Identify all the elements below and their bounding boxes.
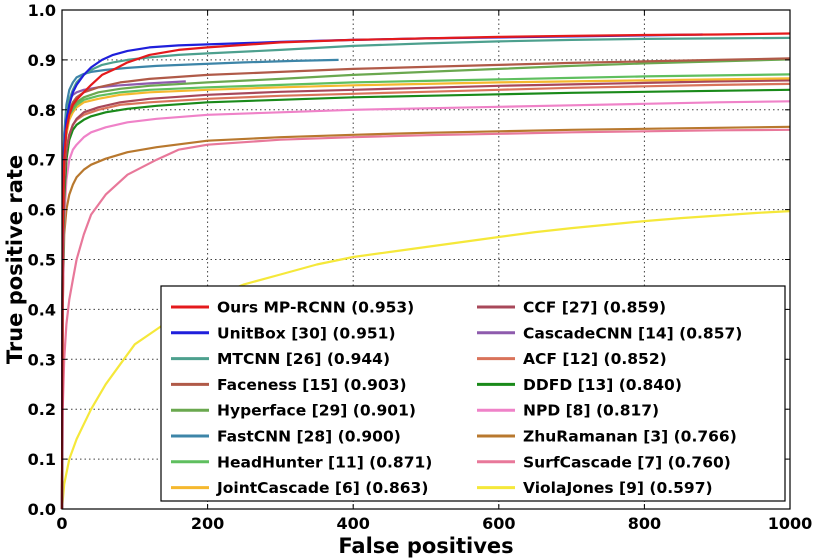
- legend-label: HeadHunter [11] (0.871): [217, 453, 432, 471]
- x-tick-label: 600: [482, 514, 515, 533]
- legend-label: CCF [27] (0.859): [523, 299, 666, 317]
- series-line-15: [60, 210, 791, 510]
- y-tick-label: 0.0: [28, 500, 56, 519]
- legend-label: UnitBox [30] (0.951): [217, 324, 396, 342]
- x-tick-label: 400: [336, 514, 369, 533]
- legend-label: ViolaJones [9] (0.597): [523, 479, 713, 497]
- y-tick-label: 0.4: [28, 300, 56, 319]
- tick-marks: [61, 9, 791, 510]
- x-tick-label: 200: [191, 514, 224, 533]
- legend-label: SurfCascade [7] (0.760): [523, 453, 731, 471]
- legend-label: CascadeCNN [14] (0.857): [523, 324, 742, 342]
- y-tick-label: 1.0: [28, 1, 56, 20]
- legend-label: Faceness [15] (0.903): [217, 376, 407, 394]
- x-axis-title: False positives: [338, 534, 513, 558]
- legend-label: ACF [12] (0.852): [523, 350, 667, 368]
- y-tick-label: 0.5: [28, 251, 56, 270]
- series-line-0: [60, 32, 791, 510]
- series-line-12: [60, 100, 791, 510]
- series-line-13: [60, 125, 791, 510]
- y-axis-title: True positive rate: [3, 155, 27, 364]
- x-tick-label: 1000: [768, 514, 813, 533]
- legend-box: [160, 285, 786, 502]
- legend-label: MTCNN [26] (0.944): [217, 350, 390, 368]
- legend-label: ZhuRamanan [3] (0.766): [523, 428, 737, 446]
- x-tick-label: 800: [628, 514, 661, 533]
- legend: Ours MP-RCNN (0.953) UnitBox [30] (0.951)…: [160, 285, 786, 502]
- legend-label: DDFD [13] (0.840): [523, 376, 682, 394]
- legend-label: Hyperface [29] (0.901): [217, 402, 416, 420]
- legend-label: FastCNN [28] (0.900): [217, 428, 401, 446]
- y-tick-label: 0.3: [28, 350, 56, 369]
- legend-label: JointCascade [6] (0.863): [216, 479, 428, 497]
- y-tick-label: 0.6: [28, 201, 56, 220]
- y-tick-label: 0.1: [28, 450, 56, 469]
- legend-label: NPD [8] (0.817): [523, 402, 659, 420]
- series-line-8: [60, 79, 791, 510]
- y-tick-label: 0.2: [28, 400, 56, 419]
- series-line-11: [60, 88, 791, 510]
- x-tick-label: 0: [56, 514, 67, 533]
- series-line-14: [60, 128, 791, 510]
- series-layer: [60, 32, 791, 510]
- y-tick-label: 0.7: [28, 151, 56, 170]
- y-tick-label: 0.9: [28, 51, 56, 70]
- legend-label: Ours MP-RCNN (0.953): [217, 299, 414, 317]
- y-tick-label: 0.8: [28, 101, 56, 120]
- tick-labels: 0 200 400 600 800 1000 0.0 0.1 0.2 0.3 0.4 0.5 0.6 0.…: [28, 1, 813, 533]
